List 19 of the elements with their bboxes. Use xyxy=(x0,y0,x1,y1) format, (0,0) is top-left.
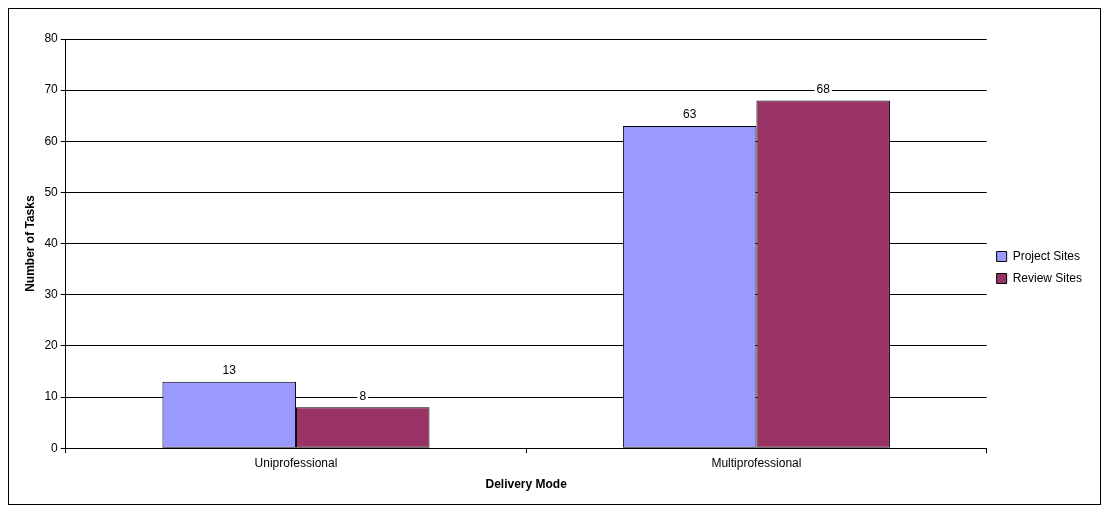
y-tick-label: 10 xyxy=(44,389,59,404)
x-tick-label: Uniprofessional xyxy=(254,455,338,470)
y-tick-label: 30 xyxy=(44,287,59,302)
y-tick-label: 80 xyxy=(44,31,59,46)
data-label: 8 xyxy=(359,388,367,403)
y-tick-label: 70 xyxy=(44,82,59,97)
y-tick-label: 20 xyxy=(44,338,59,353)
x-tick-label: Multiprofessional xyxy=(711,455,802,470)
y-tick-label: 40 xyxy=(44,235,59,250)
y-tick-label: 60 xyxy=(44,133,59,148)
data-label: 13 xyxy=(222,363,237,378)
data-label: 63 xyxy=(682,107,697,122)
y-axis-title: Number of Tasks xyxy=(22,195,37,292)
legend-label: Project Sites xyxy=(1012,248,1080,263)
x-axis-title: Delivery Mode xyxy=(485,477,568,492)
data-label: 68 xyxy=(816,81,831,96)
legend-label: Review Sites xyxy=(1012,270,1082,285)
y-tick-label: 50 xyxy=(44,184,59,199)
y-tick-label: 0 xyxy=(51,440,59,455)
